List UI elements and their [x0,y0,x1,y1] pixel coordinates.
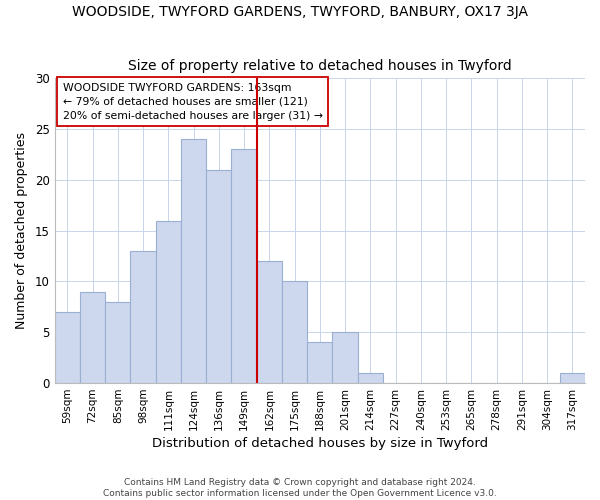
Bar [55,312,80,383]
Bar [206,170,232,383]
Title: Size of property relative to detached houses in Twyford: Size of property relative to detached ho… [128,59,512,73]
X-axis label: Distribution of detached houses by size in Twyford: Distribution of detached houses by size … [152,437,488,450]
Bar [181,140,206,383]
Bar [130,251,155,383]
Bar [105,302,130,383]
Text: WOODSIDE TWYFORD GARDENS: 163sqm
← 79% of detached houses are smaller (121)
20% : WOODSIDE TWYFORD GARDENS: 163sqm ← 79% o… [62,83,323,121]
Bar [307,342,332,383]
Text: Contains HM Land Registry data © Crown copyright and database right 2024.
Contai: Contains HM Land Registry data © Crown c… [103,478,497,498]
Bar [282,282,307,383]
Bar [560,373,585,383]
Bar [332,332,358,383]
Bar [257,261,282,383]
Bar [155,220,181,383]
Y-axis label: Number of detached properties: Number of detached properties [15,132,28,329]
Bar [80,292,105,383]
Bar [358,373,383,383]
Text: WOODSIDE, TWYFORD GARDENS, TWYFORD, BANBURY, OX17 3JA: WOODSIDE, TWYFORD GARDENS, TWYFORD, BANB… [72,5,528,19]
Bar [232,150,257,383]
